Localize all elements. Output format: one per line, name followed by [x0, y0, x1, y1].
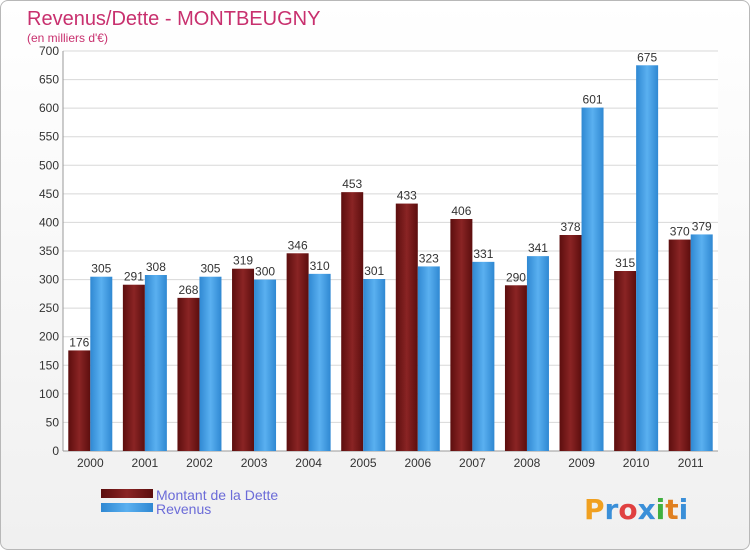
bar-revenus — [144, 275, 167, 451]
bar-revenus — [363, 279, 386, 451]
data-label: 305 — [200, 262, 220, 276]
legend-swatch-dette — [101, 489, 153, 498]
data-label: 301 — [364, 264, 384, 278]
x-tick-label: 2010 — [623, 456, 650, 470]
x-tick-label: 2009 — [568, 456, 595, 470]
data-label: 268 — [178, 283, 198, 297]
data-label: 341 — [528, 241, 548, 255]
data-label: 315 — [615, 256, 635, 270]
bar-dette — [68, 350, 91, 451]
logo-letter: P — [584, 493, 605, 526]
data-label: 290 — [506, 270, 526, 284]
x-tick-label: 2007 — [459, 456, 486, 470]
x-tick-label: 2008 — [514, 456, 541, 470]
y-tick-label: 50 — [46, 415, 60, 429]
bar-dette — [614, 271, 637, 451]
bar-dette — [395, 203, 418, 451]
data-label: 346 — [288, 238, 308, 252]
bar-revenus — [308, 273, 331, 451]
logo-letter: i — [656, 493, 666, 526]
bar-dette — [232, 268, 255, 451]
y-tick-label: 150 — [39, 358, 59, 372]
legend-label-revenus: Revenus — [156, 501, 211, 517]
bar-revenus — [581, 107, 604, 452]
y-tick-label: 600 — [39, 101, 59, 115]
y-tick-label: 500 — [39, 158, 59, 172]
x-tick-label: 2003 — [241, 456, 268, 470]
data-label: 331 — [473, 247, 493, 261]
legend-swatch-revenus — [101, 503, 153, 512]
y-tick-label: 200 — [39, 330, 59, 344]
bars — [68, 65, 713, 452]
x-tick-label: 2001 — [132, 456, 159, 470]
bar-dette — [286, 253, 309, 451]
data-label: 433 — [397, 189, 417, 203]
data-label: 300 — [255, 265, 275, 279]
data-label: 370 — [670, 225, 690, 239]
legend-label-dette: Montant de la Dette — [156, 487, 278, 503]
bar-revenus — [199, 276, 222, 451]
y-tick-label: 550 — [39, 130, 59, 144]
bar-dette — [341, 192, 364, 451]
data-label: 176 — [69, 335, 89, 349]
chart-subtitle: (en milliers d'€) — [27, 31, 108, 45]
y-tick-label: 100 — [39, 387, 59, 401]
data-label: 310 — [310, 259, 330, 273]
bar-revenus — [254, 279, 277, 451]
data-label: 453 — [342, 177, 362, 191]
data-label: 379 — [692, 219, 712, 233]
legend: Montant de la Dette Revenus — [101, 487, 278, 517]
y-tick-label: 0 — [52, 444, 59, 458]
data-label: 323 — [419, 251, 439, 265]
data-label: 675 — [637, 50, 657, 64]
data-label: 291 — [124, 270, 144, 284]
y-axis-ticks: 0 50 100 150 200 250 300 350 400 450 500 550 600 650 7… — [39, 44, 59, 458]
x-tick-label: 2000 — [77, 456, 104, 470]
chart-title: Revenus/Dette - MONTBEUGNY — [27, 8, 320, 30]
y-tick-label: 650 — [39, 73, 59, 87]
bar-dette — [122, 284, 145, 451]
bar-revenus — [90, 276, 113, 451]
grid — [62, 50, 718, 452]
bar-dette — [504, 285, 527, 451]
logo-letter: o — [618, 493, 637, 526]
bar-dette — [450, 219, 473, 451]
proxiti-logo: Proxiti — [584, 493, 688, 526]
x-tick-label: 2002 — [186, 456, 213, 470]
x-tick-label: 2005 — [350, 456, 377, 470]
bar-dette — [177, 297, 200, 451]
y-tick-label: 350 — [39, 244, 59, 258]
data-labels: 1763052913082683053193003463104533014333… — [69, 50, 712, 349]
x-tick-label: 2011 — [678, 456, 704, 470]
data-label: 378 — [561, 220, 581, 234]
bar-revenus — [690, 234, 713, 451]
bar-revenus — [526, 256, 549, 451]
bar-revenus — [636, 65, 659, 452]
data-label: 305 — [91, 262, 111, 276]
data-label: 406 — [451, 204, 471, 218]
y-tick-label: 250 — [39, 301, 59, 315]
x-tick-label: 2006 — [404, 456, 431, 470]
data-label: 319 — [233, 254, 253, 268]
y-tick-label: 700 — [39, 44, 59, 58]
logo-letter: i — [679, 493, 689, 526]
data-label: 601 — [583, 93, 603, 107]
y-tick-label: 400 — [39, 215, 59, 229]
logo-letter: x — [638, 493, 656, 526]
y-tick-label: 300 — [39, 273, 59, 287]
bar-revenus — [417, 266, 440, 451]
x-tick-label: 2004 — [295, 456, 322, 470]
logo-letter: t — [665, 493, 678, 526]
x-axis-ticks: 2000 2001 2002 2003 2004 2005 2006 2007 2008 2009… — [77, 456, 704, 470]
y-tick-label: 450 — [39, 187, 59, 201]
bar-dette — [668, 239, 691, 451]
logo-letter: r — [605, 493, 619, 526]
bar-revenus — [472, 261, 495, 451]
data-label: 308 — [146, 260, 166, 274]
bar-dette — [559, 235, 582, 451]
